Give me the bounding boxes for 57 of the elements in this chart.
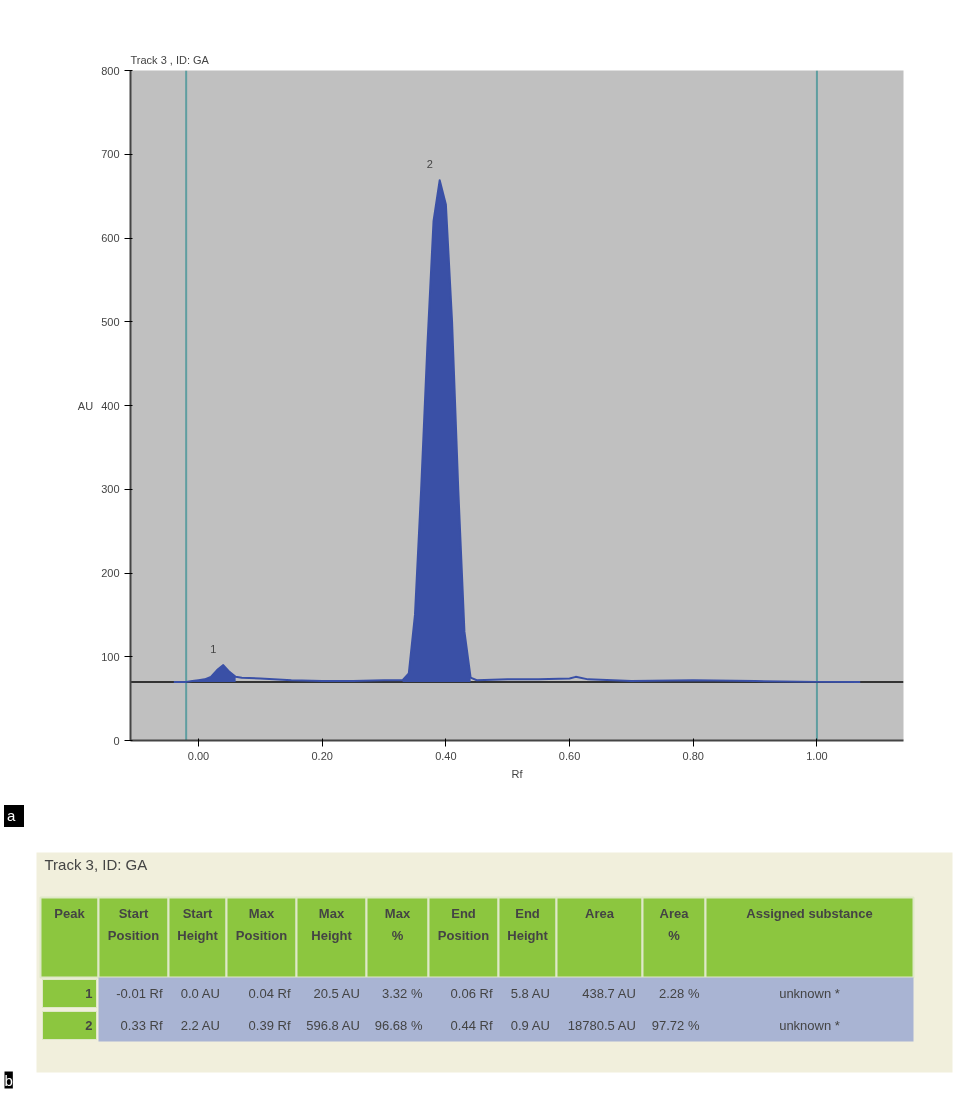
text: 0.9 AU xyxy=(510,1018,550,1033)
text: 2.2 AU xyxy=(180,1018,220,1033)
x-tick-label: 0.80 xyxy=(682,749,704,762)
category-label: Max Position xyxy=(235,906,288,943)
text: 97.72 % xyxy=(651,1018,700,1033)
annotation: 2 xyxy=(426,158,433,171)
line-series xyxy=(172,179,862,683)
x-tick-label: 0.40 xyxy=(435,749,457,762)
y-tick-label: 400 xyxy=(101,399,120,412)
category-label: End Position xyxy=(437,906,490,943)
text: 5.8 AU xyxy=(510,986,550,1001)
text: 3.32 % xyxy=(382,986,423,1001)
text: 2 xyxy=(85,1018,93,1033)
text: 0.39 Rf xyxy=(248,1018,291,1033)
x-tick-label: 0.20 xyxy=(311,749,333,762)
x-axis-title: Rf xyxy=(511,767,524,780)
y-tick-label: 500 xyxy=(101,315,120,328)
text: 438.7 AU xyxy=(582,986,636,1001)
x-tick-label: 1.00 xyxy=(806,749,828,762)
x-tick-label: 0.60 xyxy=(558,749,581,762)
text: b xyxy=(4,1071,13,1089)
text: 0.06 Rf xyxy=(450,986,493,1001)
y-tick-label: 100 xyxy=(101,650,120,663)
text: a xyxy=(7,806,16,826)
category-label: Start Height xyxy=(177,906,219,943)
text: 96.68 % xyxy=(374,1018,423,1033)
chart-title: Track 3 , ID: GA xyxy=(130,53,210,66)
category-label: End Height xyxy=(507,906,549,943)
text: 2.28 % xyxy=(659,986,700,1001)
category-label: Area xyxy=(585,906,615,921)
y-tick-label: 700 xyxy=(101,148,120,161)
category-label: Assigned substance xyxy=(746,906,873,921)
y-tick-label: 300 xyxy=(101,483,120,496)
y-tick-label: 200 xyxy=(101,567,120,579)
text: unknown * xyxy=(779,986,840,1001)
category-label: Max Height xyxy=(311,906,353,943)
y-axis-title: AU xyxy=(77,399,94,412)
category-label: Max % xyxy=(384,906,411,943)
text: 0.33 Rf xyxy=(120,1018,163,1033)
y-tick-label: 800 xyxy=(101,64,120,77)
text: 18780.5 AU xyxy=(567,1018,636,1033)
text: 596.8 AU xyxy=(306,1018,360,1033)
annotation: 1 xyxy=(210,643,217,656)
text: 20.5 AU xyxy=(313,986,360,1001)
text: Track 3, ID: GA xyxy=(44,856,148,873)
x-tick-label: 0.00 xyxy=(187,749,210,762)
category-label: Start Position xyxy=(107,906,160,943)
category-label: Area % xyxy=(659,906,690,943)
text: 0.0 AU xyxy=(180,986,220,1001)
text: 0.44 Rf xyxy=(450,1018,493,1033)
text: 0.04 Rf xyxy=(248,986,291,1001)
category-label: Peak xyxy=(54,906,86,921)
text: unknown * xyxy=(779,1018,840,1033)
text: -0.01 Rf xyxy=(116,986,163,1001)
text: 1 xyxy=(85,986,93,1001)
y-tick-label: 600 xyxy=(101,232,120,244)
y-tick-label: 0 xyxy=(113,734,120,747)
